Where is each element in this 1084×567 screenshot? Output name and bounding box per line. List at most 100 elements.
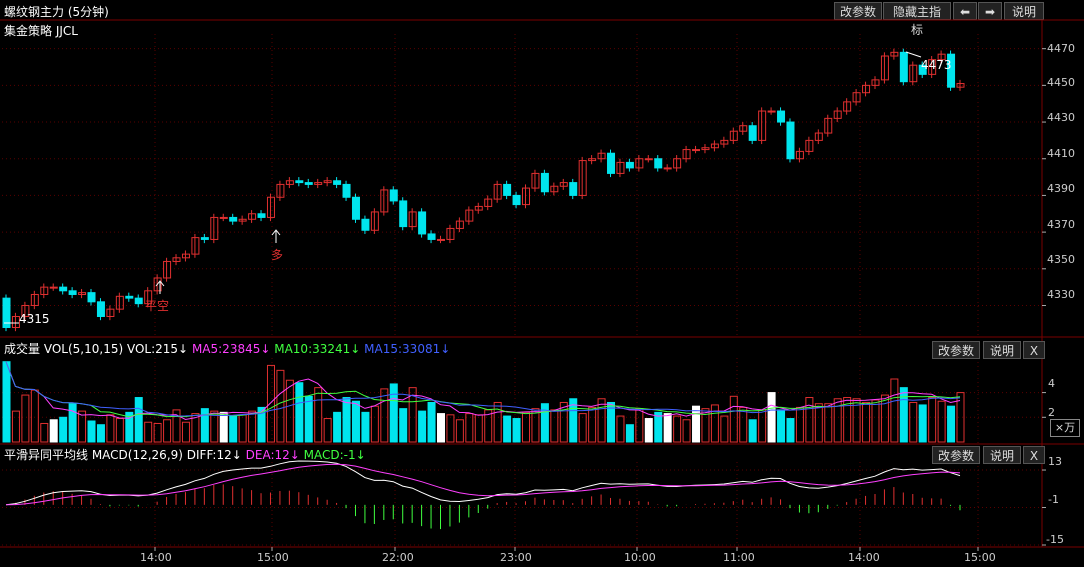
candle-body [96, 301, 105, 317]
volume-bar [569, 398, 578, 443]
candle-body [219, 216, 228, 219]
up-arrow-icon [155, 280, 165, 294]
candle-body [389, 189, 398, 202]
volume-bar [540, 403, 549, 443]
volume-bar [616, 415, 625, 443]
volume-bar [125, 411, 134, 443]
candle-body [578, 160, 587, 196]
volume-bar [956, 392, 965, 443]
volume-bar [833, 398, 842, 443]
help-button[interactable]: 说明 [1004, 2, 1044, 20]
volume-ma-lines [5, 361, 961, 421]
volume-bar [181, 421, 190, 443]
time-tick: 15:00 [964, 551, 996, 564]
volume-bar [427, 401, 436, 443]
candle-body [890, 51, 899, 57]
candle-body [304, 182, 313, 185]
volume-bar [899, 387, 908, 443]
macd-help-button[interactable]: 说明 [983, 446, 1021, 464]
volume-bar [909, 401, 918, 443]
time-tick: 22:00 [382, 551, 414, 564]
grid-lines [0, 19, 1084, 551]
candle-body [522, 187, 531, 206]
candle-body [351, 196, 360, 220]
volume-bar [257, 406, 266, 443]
volume-bar [531, 408, 540, 443]
macd-tick: -1 [1048, 493, 1059, 506]
candle-body [540, 172, 549, 193]
volume-bar [824, 403, 833, 443]
candlestick-series [2, 48, 965, 332]
candle-body [134, 297, 143, 305]
candle-body [229, 216, 238, 222]
volume-bar [682, 419, 691, 443]
volume-bar [380, 388, 389, 443]
candle-body [597, 152, 606, 160]
volume-bar [2, 361, 11, 443]
volume-bar [597, 398, 606, 443]
volume-bar [578, 413, 587, 443]
price-tick: 4350 [1047, 253, 1075, 266]
candle-body [125, 295, 134, 299]
candle-body [748, 125, 757, 141]
volume-ma5-line [5, 361, 961, 421]
volume-bar [21, 394, 30, 443]
macd-close-button[interactable]: X [1023, 446, 1045, 464]
volume-bar [191, 413, 200, 443]
volume-bar [918, 404, 927, 443]
volume-bar [285, 379, 294, 443]
volume-change-params-button[interactable]: 改参数 [932, 341, 980, 359]
volume-close-button[interactable]: X [1023, 341, 1045, 359]
volume-bar [729, 395, 738, 443]
candle-body [484, 198, 493, 207]
change-params-button[interactable]: 改参数 [834, 2, 882, 20]
candle-body [918, 64, 927, 75]
volume-bar [304, 395, 313, 443]
volume-ma15-line [5, 361, 961, 417]
volume-bar [248, 410, 257, 443]
volume-bar [361, 411, 370, 443]
candle-body [871, 79, 880, 86]
volume-bar [418, 410, 427, 443]
candle-body [644, 158, 653, 161]
volume-help-button[interactable]: 说明 [983, 341, 1021, 359]
candle-body [758, 110, 767, 141]
candle-body [569, 182, 578, 196]
volume-bar [59, 416, 68, 443]
volume-bar [436, 413, 445, 443]
volume-bar [843, 397, 852, 443]
volume-unit-box: ×万 [1050, 419, 1080, 437]
candle-body [625, 161, 634, 169]
candle-body [814, 132, 823, 141]
volume-bar [30, 389, 39, 443]
volume-bar [87, 420, 96, 443]
candle-body [701, 147, 710, 151]
candle-body [87, 292, 96, 303]
candle-body [616, 161, 625, 174]
candle-body [786, 121, 795, 160]
volume-bar [370, 405, 379, 443]
candle-body [559, 182, 568, 187]
hide-main-indicator-button[interactable]: 隐藏主指标 [883, 2, 951, 37]
candle-body [588, 158, 597, 162]
volume-bar [399, 408, 408, 443]
volume-bar [588, 406, 597, 443]
candle-body [333, 180, 342, 185]
title-bar [0, 0, 1084, 20]
volume-bar [200, 408, 209, 443]
volume-bar [474, 414, 483, 443]
time-tick: 11:00 [723, 551, 755, 564]
volume-bar [78, 410, 87, 443]
macd-diff-line [5, 460, 961, 506]
volume-bar [852, 398, 861, 443]
macd-change-params-button[interactable]: 改参数 [932, 446, 980, 464]
candle-body [380, 189, 389, 213]
candle-body [418, 211, 427, 235]
volume-bar [351, 400, 360, 443]
volume-bar [814, 403, 823, 443]
volume-bar [701, 408, 710, 443]
volume-bar [663, 413, 672, 443]
candle-body [673, 158, 682, 169]
candle-body [172, 257, 181, 262]
